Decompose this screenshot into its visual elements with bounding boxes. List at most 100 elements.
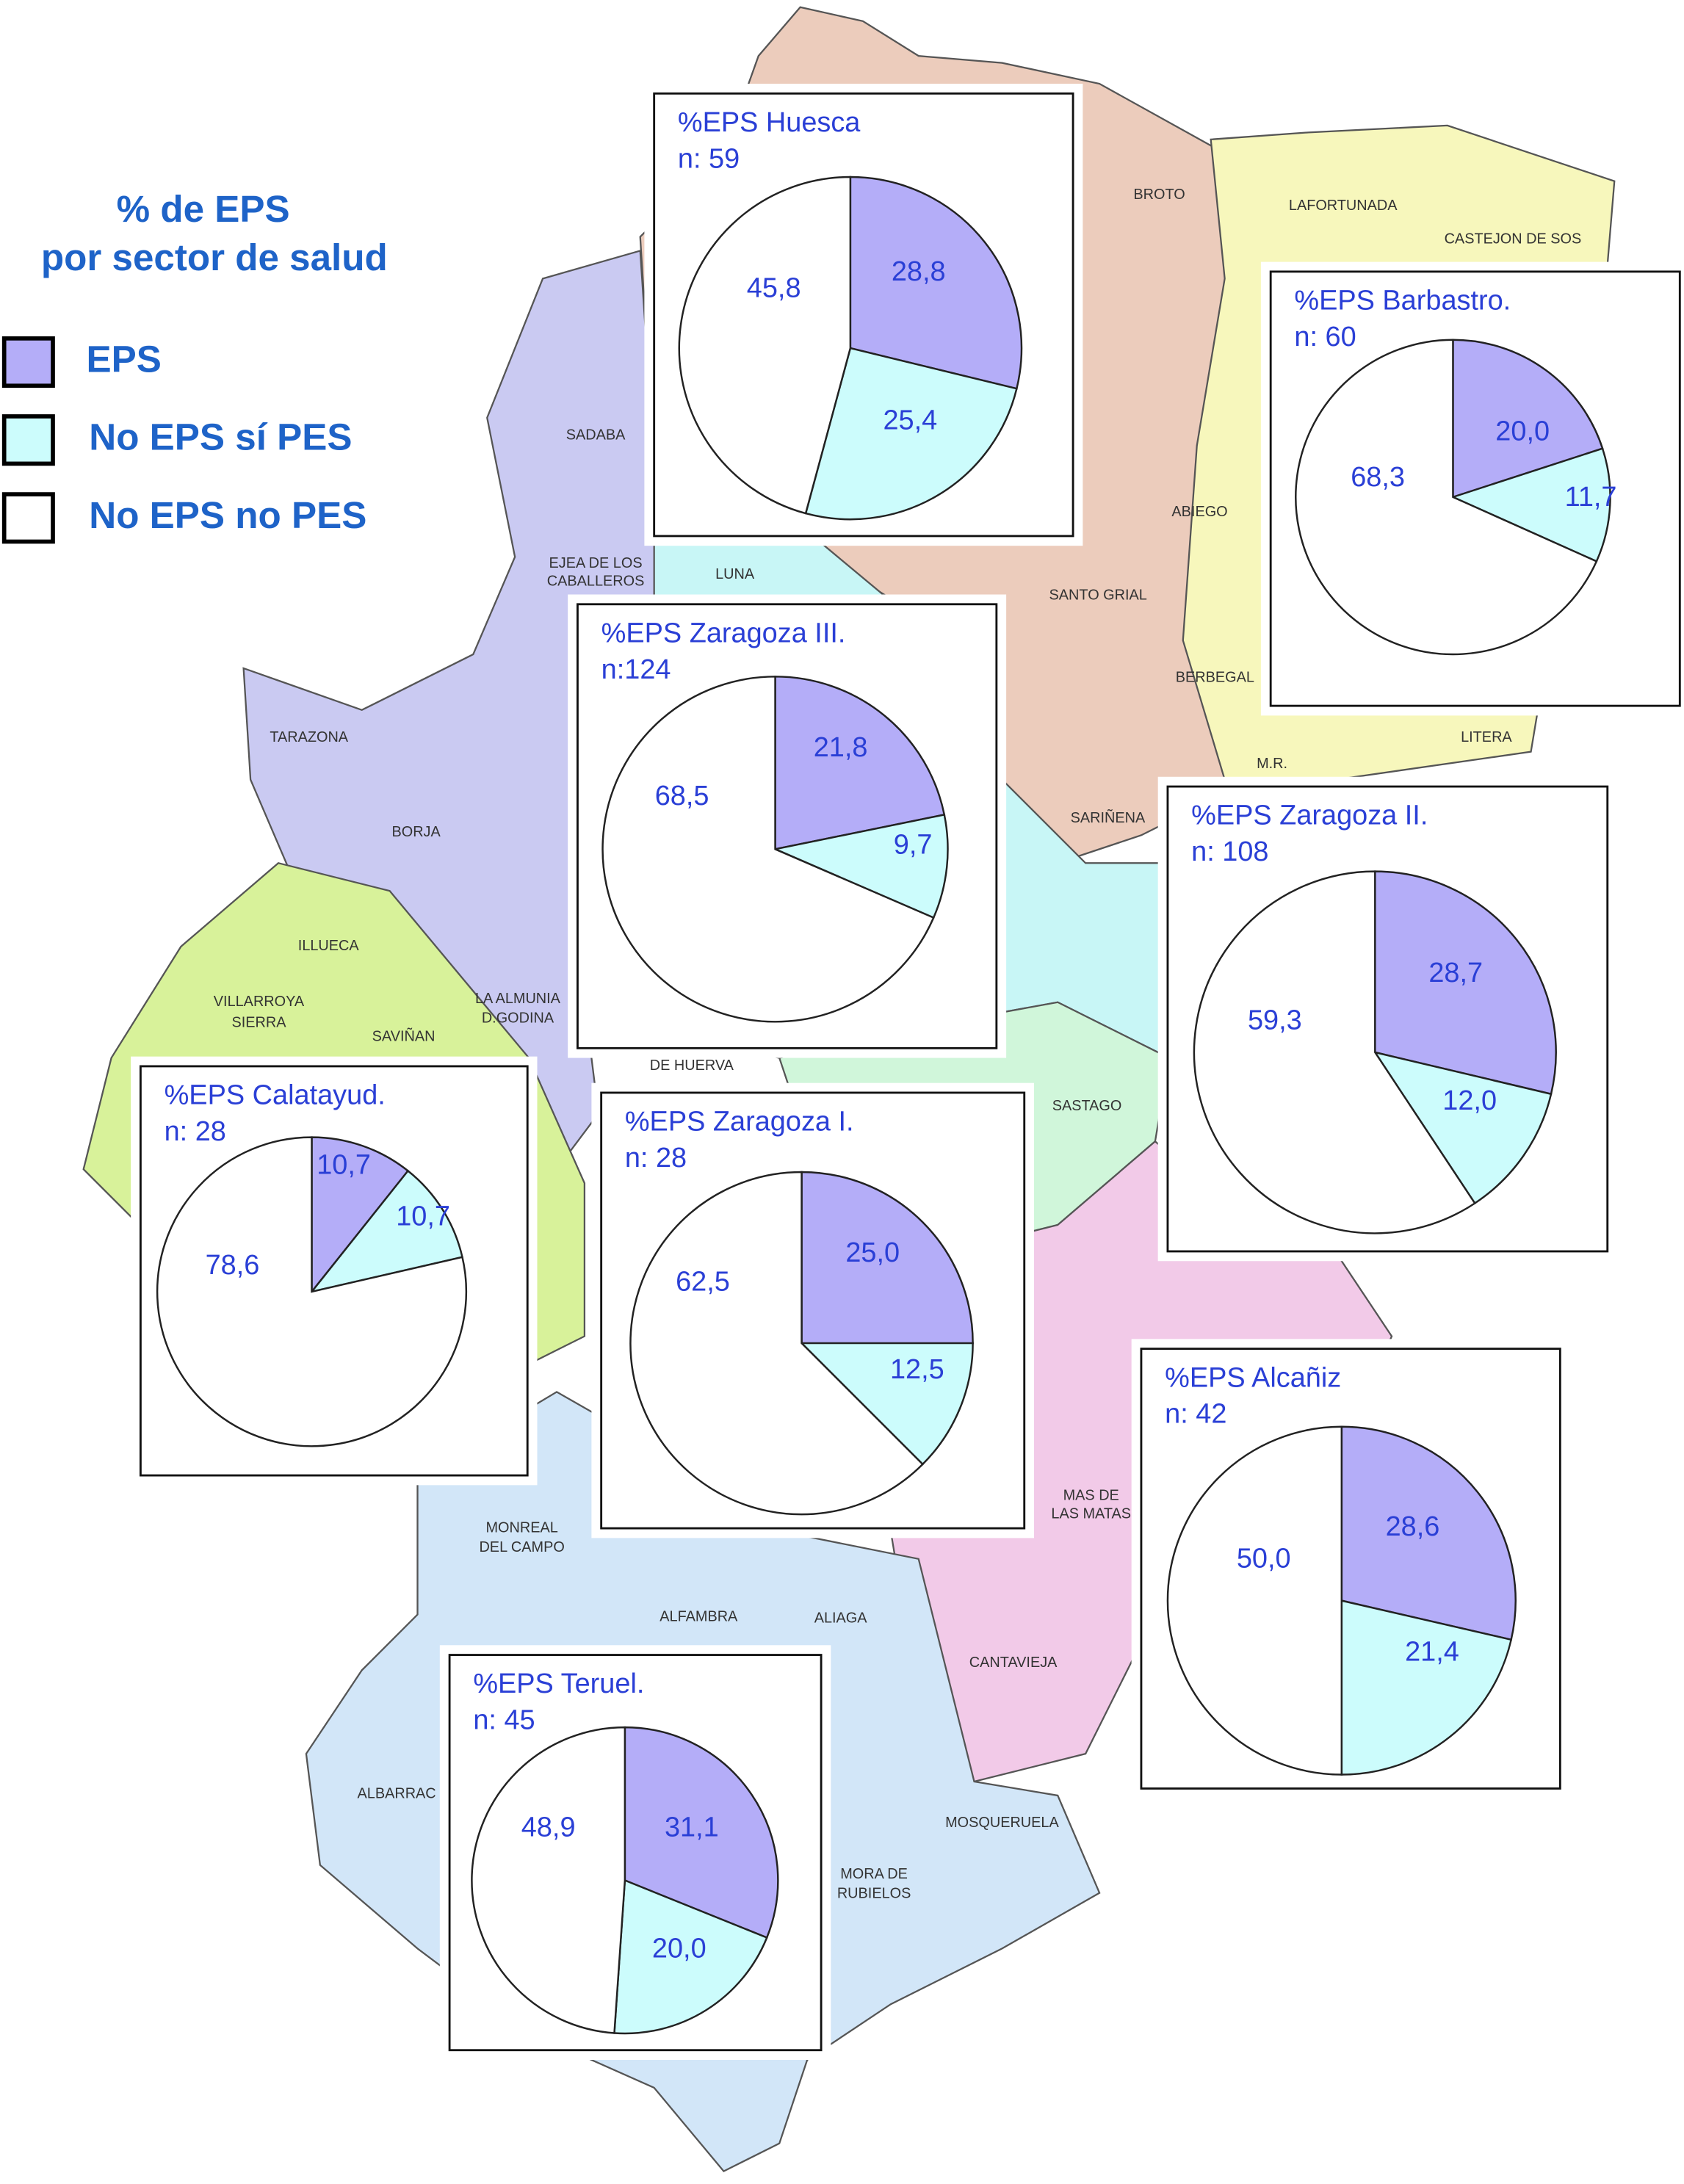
pie-chart: %EPS Alcañiz n: 42 28,6 21,4 50,0 [1131, 1339, 1570, 1798]
legend-title: % de EPS [117, 188, 290, 230]
chart-title: %EPS Teruel. [473, 1668, 644, 1699]
map-label: SARIÑENA [1071, 809, 1146, 826]
legend-swatch [1, 336, 55, 388]
value-label: 28,7 [1428, 958, 1483, 988]
map-label: VILLARROYA [214, 994, 305, 1010]
chart-title: %EPS Zaragoza II. [1191, 800, 1428, 831]
pie-slice [1373, 1051, 1553, 1205]
pie-slice [1295, 339, 1598, 656]
chart-title: %EPS Huesca [678, 107, 861, 138]
map-label: BERBEGAL [1176, 669, 1254, 685]
pie-chart: %EPS Huesca n: 59 28,8 25,4 45,8 [644, 84, 1083, 546]
map-label: ALIAGA [814, 1610, 868, 1627]
map-label: MOSQUERUELA [945, 1815, 1059, 1831]
map-label: DEL CAMPO [479, 1539, 564, 1555]
pie-slice [1452, 339, 1604, 499]
value-label: 45,8 [747, 273, 801, 304]
map-label: BORJA [391, 824, 441, 840]
value-label: 28,6 [1386, 1511, 1440, 1542]
chart-title: %EPS Calatayud. [165, 1080, 386, 1111]
pie-charts: %EPS Huesca n: 59 28,8 25,4 45,8 %EPS Barbast… [131, 84, 1684, 2061]
value-label: 9,7 [894, 830, 933, 861]
map-label: ILLUECA [298, 938, 360, 954]
map-label: SANTO GRIAL [1049, 587, 1147, 604]
chart-title: %EPS Barbastro. [1294, 286, 1511, 317]
map-label: LAFORTUNADA [1289, 198, 1398, 214]
map-label: ALBARRAC [358, 1785, 436, 1801]
value-label: 62,5 [676, 1267, 730, 1298]
pie-slice [1340, 1599, 1513, 1776]
chart-subtitle: n:124 [601, 654, 671, 685]
chart-title: %EPS Zaragoza I. [625, 1107, 854, 1138]
pie-slice [624, 1726, 779, 1939]
chart-subtitle: n: 59 [678, 143, 740, 174]
pie-slice [849, 176, 1023, 390]
legend-label: No EPS sí PES [89, 416, 352, 458]
chart-subtitle: n: 45 [473, 1705, 535, 1736]
pie-chart: %EPS Zaragoza II. n: 108 28,7 12,0 59,3 [1157, 776, 1618, 1262]
value-label: 31,1 [665, 1812, 719, 1843]
value-label: 10,7 [396, 1201, 450, 1232]
chart-subtitle: n: 28 [165, 1116, 226, 1147]
pie-slice [799, 1342, 974, 1466]
map-label: EJEA DE LOS [549, 555, 643, 571]
map-label: M.R. [1257, 756, 1287, 772]
pie-slice [309, 1169, 463, 1293]
map-label: LUNA [715, 566, 755, 582]
map-labels: BROTO LAFORTUNADA CASTEJON DE SOS SADABA EJE… [214, 187, 1581, 1902]
chart-title: %EPS Zaragoza III. [601, 618, 846, 648]
legend-title: por sector de salud [41, 236, 388, 278]
legend-swatch [1, 492, 55, 544]
legend: % de EPS por sector de salud EPS No EPS sí … [1, 188, 388, 544]
pie-slice [471, 1726, 626, 2034]
chart-title: %EPS Alcañiz [1165, 1362, 1341, 1393]
value-label: 11,7 [1565, 482, 1617, 513]
map-label: MAS DE [1063, 1488, 1119, 1504]
pie-slice [804, 347, 1018, 521]
map-label: TARAZONA [270, 729, 348, 745]
legend-label: EPS [86, 339, 161, 380]
pie-slice [601, 676, 935, 1023]
value-label: 78,6 [206, 1250, 260, 1281]
value-label: 68,3 [1351, 462, 1405, 493]
pie-slice [613, 1879, 768, 2035]
pie-chart: %EPS Teruel. n: 45 31,1 20,0 48,9 [439, 1645, 831, 2061]
value-label: 25,4 [883, 405, 937, 436]
map-label: CASTEJON DE SOS [1445, 231, 1582, 247]
pie-chart: %EPS Zaragoza III. n:124 21,8 9,7 68,5 [568, 594, 1007, 1058]
map-label: CANTAVIEJA [969, 1655, 1058, 1671]
map-label: LAS MATAS [1051, 1505, 1131, 1522]
pie-slice [1340, 1425, 1517, 1641]
pie-slice [1193, 870, 1476, 1234]
pie-slice [801, 1171, 974, 1345]
value-label: 12,5 [890, 1354, 944, 1385]
value-label: 48,9 [521, 1812, 576, 1843]
map-label: SAVIÑAN [372, 1027, 436, 1044]
value-label: 21,8 [814, 732, 868, 763]
value-label: 50,0 [1237, 1544, 1291, 1574]
pie-chart: %EPS Zaragoza I. n: 28 25,0 12,5 62,5 [591, 1082, 1035, 1538]
pie-chart: %EPS Calatayud. n: 28 10,7 10,7 78,6 [131, 1056, 538, 1486]
map-label: MONREAL [485, 1519, 557, 1536]
value-label: 20,0 [652, 1933, 707, 1964]
pie-chart: %EPS Barbastro. n: 60 20,0 11,7 68,3 [1260, 261, 1684, 716]
map-label: SADABA [566, 427, 626, 444]
pie-slice [772, 813, 949, 919]
pie-slice [629, 1171, 925, 1516]
value-label: 59,3 [1248, 1005, 1302, 1035]
map-label: RUBIELOS [837, 1886, 911, 1902]
pie-slice [678, 176, 852, 515]
value-label: 12,0 [1442, 1085, 1497, 1116]
value-label: 10,7 [317, 1149, 371, 1180]
pie-slice [1374, 870, 1557, 1096]
map-label: MORA DE [840, 1866, 908, 1882]
map-label: SASTAGO [1052, 1098, 1122, 1114]
chart-subtitle: n: 28 [625, 1143, 687, 1174]
pie-slice [1166, 1425, 1343, 1776]
value-label: 25,0 [845, 1237, 900, 1268]
map-label: ALFAMBRA [659, 1609, 738, 1625]
map-label: ABIEGO [1171, 504, 1227, 520]
pie-slice [156, 1136, 468, 1447]
